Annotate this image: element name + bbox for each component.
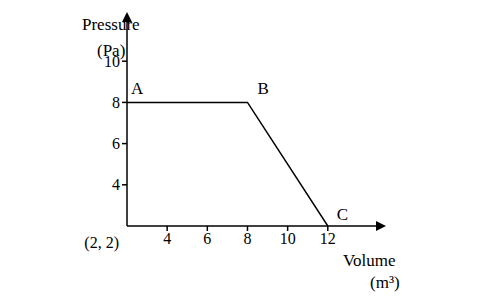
svg-text:(m³): (m³) xyxy=(370,273,400,292)
svg-text:C: C xyxy=(337,205,348,224)
svg-text:12: 12 xyxy=(320,230,336,247)
svg-text:B: B xyxy=(257,79,268,98)
svg-text:A: A xyxy=(131,79,144,98)
svg-text:10: 10 xyxy=(280,230,296,247)
svg-text:6: 6 xyxy=(112,135,120,152)
svg-text:4: 4 xyxy=(163,230,171,247)
svg-text:6: 6 xyxy=(203,230,211,247)
svg-text:8: 8 xyxy=(243,230,251,247)
svg-text:(2, 2): (2, 2) xyxy=(84,234,119,252)
svg-text:4: 4 xyxy=(112,176,120,193)
svg-text:Volume: Volume xyxy=(343,251,396,270)
svg-text:8: 8 xyxy=(112,94,120,111)
svg-text:(Pa): (Pa) xyxy=(97,41,125,60)
svg-text:10: 10 xyxy=(104,53,120,70)
svg-text:Pressure: Pressure xyxy=(82,15,140,34)
